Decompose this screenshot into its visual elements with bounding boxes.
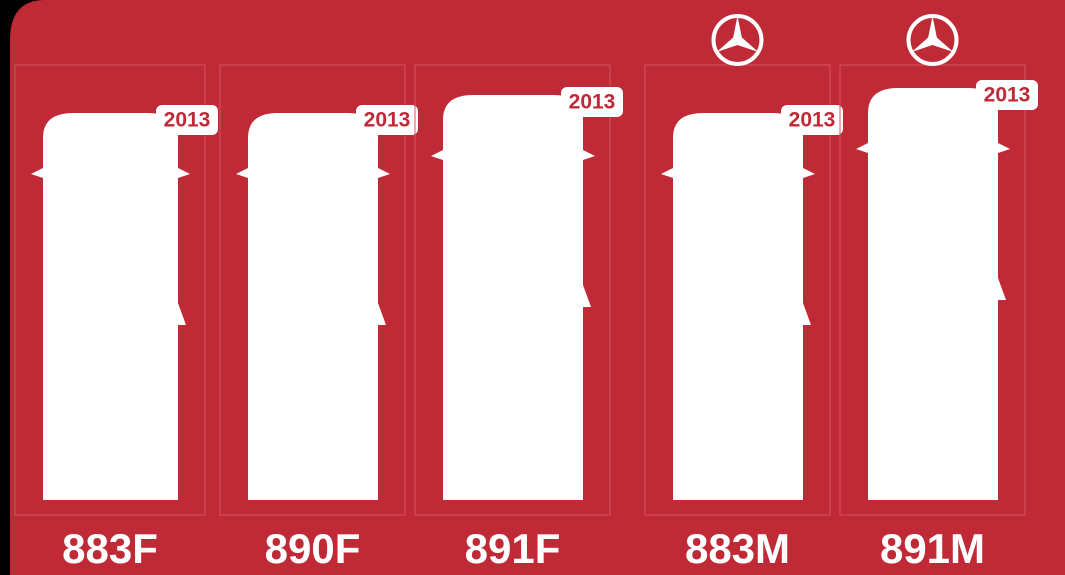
page: 2013 883F 2013 890F 2013 891F 2013 883M 2013 891M…	[0, 0, 1065, 575]
model-label: 891F	[465, 525, 561, 572]
year-text: 2013	[164, 109, 211, 132]
year-text: 2013	[789, 109, 836, 132]
vehicle-panel: 2013 883F 2013 890F 2013 891F 2013 883M 2013 891M	[0, 0, 1065, 575]
van-silhouette	[673, 113, 803, 500]
year-text: 2013	[569, 91, 616, 114]
van-silhouette	[43, 113, 178, 500]
van-silhouette	[443, 95, 583, 500]
van-silhouette	[248, 113, 378, 500]
model-label: 890F	[265, 525, 361, 572]
model-label: 883F	[62, 525, 158, 572]
van-silhouette	[868, 88, 998, 500]
year-text: 2013	[984, 84, 1031, 107]
model-label: 891M	[880, 525, 985, 572]
year-text: 2013	[364, 109, 411, 132]
model-label: 883M	[685, 525, 790, 572]
